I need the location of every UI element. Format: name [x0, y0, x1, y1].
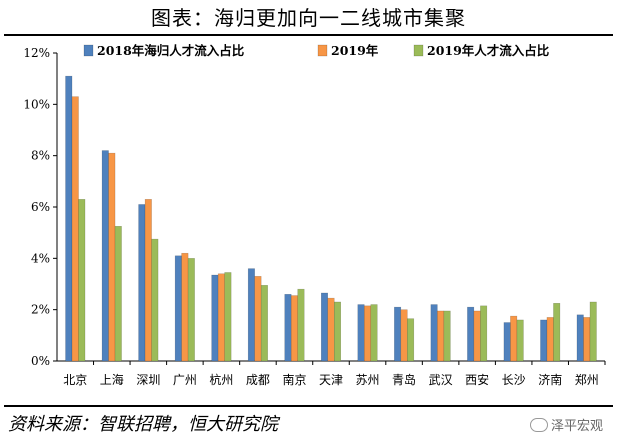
bar-1-10 — [394, 306, 402, 362]
x-tick-label: 深圳 — [136, 373, 160, 387]
x-tick-label: 武汉 — [429, 373, 453, 387]
bar-3-10 — [407, 318, 415, 362]
legend-swatch-2 — [317, 44, 328, 57]
bar-3-7 — [297, 288, 305, 362]
x-tick-label: 苏州 — [356, 373, 380, 387]
bar-2-6 — [254, 276, 262, 362]
y-tick-label: 8% — [31, 149, 50, 163]
x-tick-label: 济南 — [538, 372, 562, 387]
bar-3-1 — [78, 199, 86, 362]
bar-2-8 — [327, 297, 335, 362]
bar-1-15 — [576, 314, 584, 362]
bar-3-2 — [114, 226, 122, 362]
bar-1-6 — [247, 268, 255, 362]
bar-1-2 — [101, 150, 109, 362]
bar-2-11 — [437, 310, 445, 362]
bar-2-13 — [510, 315, 518, 362]
y-tick-label: 10% — [23, 97, 50, 111]
bar-3-13 — [516, 319, 524, 362]
bar-3-15 — [589, 301, 597, 362]
bar-2-2 — [108, 152, 116, 362]
bar-3-14 — [553, 303, 561, 362]
bar-1-5 — [211, 274, 219, 362]
bar-2-3 — [144, 199, 152, 362]
bar-2-7 — [290, 295, 298, 362]
bar-3-3 — [151, 238, 159, 362]
chart-legend: 2018年海归人才流入占比 2019年 2019年人才流入占比 — [83, 43, 550, 58]
bottom-divider — [4, 405, 613, 407]
bar-3-9 — [370, 304, 378, 362]
watermark: 泽平宏观 — [529, 415, 603, 434]
source-note: 资料来源：智联招聘，恒大研究院 — [8, 414, 278, 435]
bar-1-4 — [174, 255, 182, 362]
bar-2-1 — [71, 96, 79, 362]
legend-label-1: 2018年海归人才流入占比 — [97, 43, 245, 58]
x-tick-label: 广州 — [173, 373, 197, 387]
y-tick-label: 2% — [31, 303, 50, 317]
x-tick-label: 青岛 — [392, 372, 416, 387]
x-tick-label: 长沙 — [502, 373, 526, 387]
bar-3-4 — [187, 258, 195, 362]
chart-labels: 0% 2% 4% 6% 8% 10% 12% 北京 上海 深圳 广州 杭州 成都 南京 天津 苏州 青岛 武汉 西安… — [23, 46, 598, 387]
bar-1-7 — [284, 294, 292, 362]
x-tick-label: 南京 — [282, 372, 306, 387]
bar-2-9 — [364, 305, 372, 362]
x-tick-label: 成都 — [246, 373, 270, 387]
y-tick-label: 4% — [31, 251, 50, 265]
bar-1-9 — [357, 304, 365, 362]
y-tick-label: 12% — [23, 46, 50, 60]
bar-3-5 — [224, 272, 232, 362]
x-tick-label: 天津 — [319, 373, 343, 387]
watermark-text: 泽平宏观 — [550, 419, 603, 434]
bar-2-10 — [400, 309, 408, 362]
bar-3-11 — [443, 310, 451, 362]
legend-swatch-1 — [83, 44, 94, 57]
wechat-icon — [529, 418, 548, 432]
chart-bars — [65, 75, 597, 362]
x-tick-label: 北京 — [63, 373, 87, 387]
legend-swatch-3 — [413, 44, 424, 57]
bar-1-14 — [540, 319, 548, 362]
x-tick-label: 上海 — [100, 372, 124, 387]
chart-title: 图表：海归更加向一二线城市集聚 — [151, 6, 466, 30]
bar-2-5 — [217, 273, 225, 362]
y-tick-label: 0% — [31, 354, 50, 368]
bar-2-12 — [473, 310, 481, 362]
x-tick-label: 西安 — [465, 372, 489, 387]
y-tick-label: 6% — [31, 200, 50, 214]
x-tick-label: 杭州 — [209, 372, 233, 387]
bar-1-1 — [65, 75, 73, 362]
top-divider — [4, 34, 613, 36]
bar-1-3 — [138, 204, 146, 362]
legend-label-2: 2019年 — [331, 43, 379, 58]
bar-1-12 — [467, 306, 475, 362]
legend-label-3: 2019年人才流入占比 — [427, 43, 550, 58]
x-tick-label: 郑州 — [575, 372, 599, 387]
bar-1-13 — [503, 322, 511, 362]
bar-3-6 — [260, 285, 268, 362]
bar-1-8 — [321, 292, 328, 362]
bar-2-4 — [181, 252, 189, 362]
bar-3-8 — [334, 301, 341, 362]
bar-3-12 — [480, 305, 488, 362]
bar-1-11 — [430, 304, 438, 362]
bar-2-14 — [546, 317, 554, 362]
bar-2-15 — [583, 317, 591, 362]
